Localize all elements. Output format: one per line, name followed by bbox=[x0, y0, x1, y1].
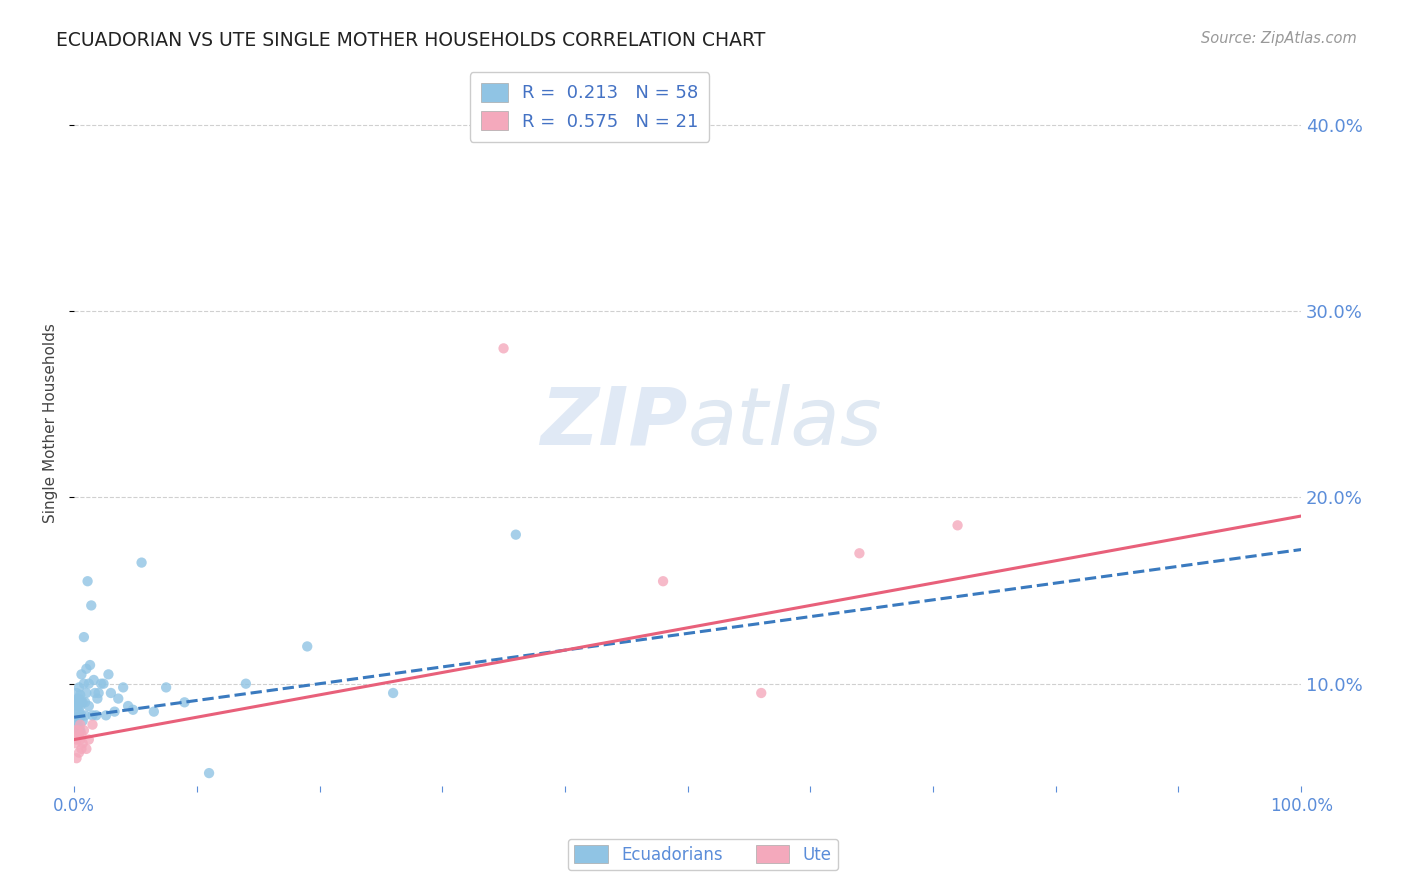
Point bbox=[67, 691, 90, 706]
Point bbox=[505, 527, 527, 541]
Point bbox=[652, 574, 675, 589]
Point bbox=[76, 574, 98, 589]
Point bbox=[107, 691, 129, 706]
Point bbox=[66, 691, 89, 706]
Point bbox=[235, 676, 257, 690]
Point bbox=[90, 676, 112, 690]
Point bbox=[66, 723, 89, 738]
Point bbox=[65, 723, 87, 738]
Point bbox=[75, 662, 97, 676]
Point bbox=[65, 732, 87, 747]
Text: atlas: atlas bbox=[688, 384, 883, 462]
Point bbox=[749, 686, 772, 700]
Point bbox=[70, 667, 93, 681]
Point bbox=[69, 710, 91, 724]
Point bbox=[69, 717, 91, 731]
Point bbox=[77, 732, 100, 747]
Point bbox=[103, 705, 125, 719]
Point bbox=[70, 742, 93, 756]
Point bbox=[82, 717, 104, 731]
Point bbox=[112, 681, 135, 695]
Point bbox=[67, 746, 90, 760]
Point bbox=[77, 676, 100, 690]
Point bbox=[97, 667, 120, 681]
Point bbox=[492, 342, 515, 356]
Point bbox=[67, 681, 90, 695]
Point bbox=[84, 686, 107, 700]
Point bbox=[848, 546, 870, 560]
Point bbox=[67, 705, 90, 719]
Point bbox=[70, 695, 93, 709]
Point bbox=[65, 695, 87, 709]
Point bbox=[65, 686, 87, 700]
Point bbox=[73, 723, 96, 738]
Point bbox=[67, 723, 90, 738]
Point bbox=[66, 699, 89, 714]
Point bbox=[70, 708, 93, 723]
Point bbox=[83, 673, 105, 687]
Point bbox=[66, 710, 89, 724]
Point bbox=[946, 518, 969, 533]
Point bbox=[84, 708, 107, 723]
Point bbox=[73, 676, 96, 690]
Point bbox=[93, 676, 115, 690]
Point bbox=[117, 699, 139, 714]
Point bbox=[382, 686, 405, 700]
Point bbox=[75, 742, 97, 756]
Point bbox=[65, 736, 87, 750]
Point bbox=[100, 686, 122, 700]
Point bbox=[65, 705, 87, 719]
Point bbox=[69, 723, 91, 738]
Text: Source: ZipAtlas.com: Source: ZipAtlas.com bbox=[1201, 31, 1357, 46]
Legend: R =  0.213   N = 58, R =  0.575   N = 21: R = 0.213 N = 58, R = 0.575 N = 21 bbox=[470, 72, 709, 142]
Legend: Ecuadorians, Ute: Ecuadorians, Ute bbox=[568, 838, 838, 871]
Y-axis label: Single Mother Households: Single Mother Households bbox=[44, 323, 58, 523]
Point bbox=[77, 699, 100, 714]
Point bbox=[122, 703, 145, 717]
Point bbox=[82, 708, 104, 723]
Point bbox=[173, 695, 195, 709]
Point bbox=[72, 736, 94, 750]
Point bbox=[72, 695, 94, 709]
Point bbox=[66, 717, 89, 731]
Point bbox=[131, 556, 153, 570]
Point bbox=[79, 658, 101, 673]
Point bbox=[69, 699, 91, 714]
Point bbox=[75, 686, 97, 700]
Text: ECUADORIAN VS UTE SINGLE MOTHER HOUSEHOLDS CORRELATION CHART: ECUADORIAN VS UTE SINGLE MOTHER HOUSEHOL… bbox=[56, 31, 766, 50]
Point bbox=[142, 705, 165, 719]
Point bbox=[198, 766, 221, 780]
Point bbox=[65, 714, 87, 728]
Point bbox=[75, 695, 97, 709]
Point bbox=[155, 681, 177, 695]
Point bbox=[70, 727, 93, 741]
Point bbox=[75, 708, 97, 723]
Point bbox=[297, 640, 319, 654]
Point bbox=[69, 732, 91, 747]
Text: ZIP: ZIP bbox=[540, 384, 688, 462]
Point bbox=[80, 599, 103, 613]
Point bbox=[72, 714, 94, 728]
Point bbox=[94, 708, 117, 723]
Point bbox=[69, 688, 91, 702]
Point bbox=[73, 630, 96, 644]
Point bbox=[86, 691, 108, 706]
Point bbox=[65, 695, 87, 709]
Point bbox=[65, 751, 87, 765]
Point bbox=[87, 686, 110, 700]
Point bbox=[67, 729, 90, 743]
